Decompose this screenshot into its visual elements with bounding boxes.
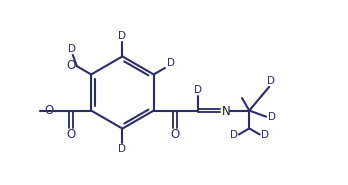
Text: D: D (230, 130, 238, 140)
Text: O: O (44, 104, 53, 117)
Text: D: D (267, 76, 275, 86)
Text: O: O (66, 128, 76, 141)
Text: D: D (268, 112, 276, 122)
Text: D: D (118, 144, 126, 154)
Text: D: D (118, 31, 126, 41)
Text: D: D (68, 44, 76, 54)
Text: O: O (66, 59, 75, 72)
Text: D: D (194, 85, 202, 95)
Text: D: D (167, 58, 175, 68)
Text: O: O (171, 128, 180, 141)
Text: N: N (222, 105, 231, 118)
Text: D: D (261, 130, 269, 140)
